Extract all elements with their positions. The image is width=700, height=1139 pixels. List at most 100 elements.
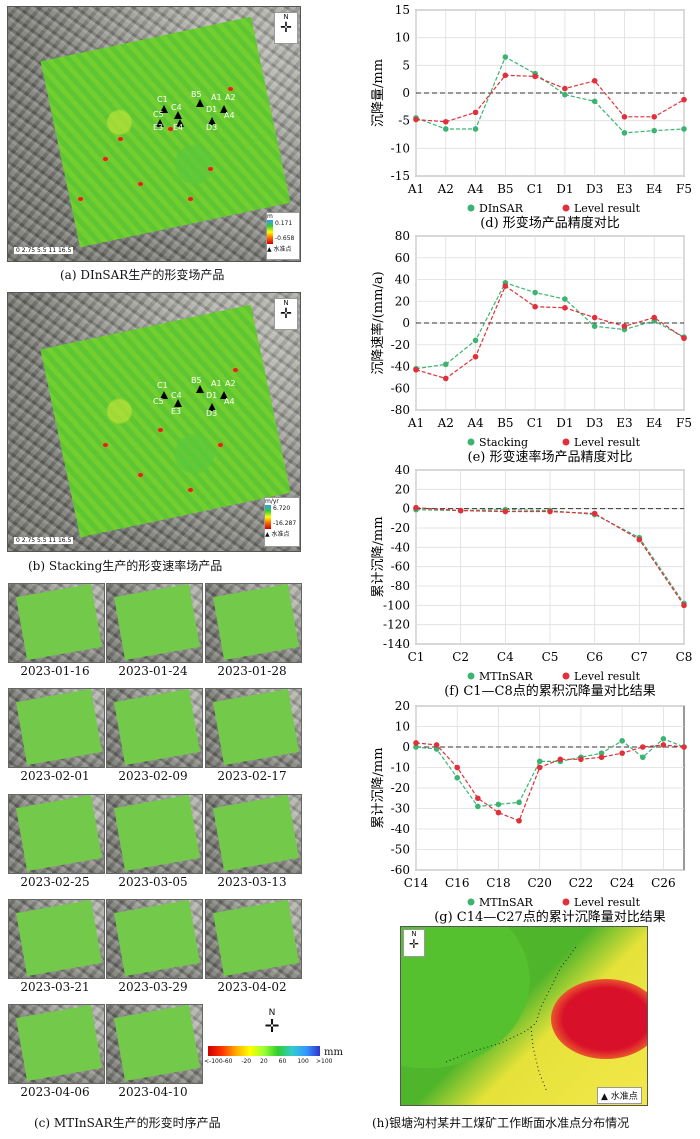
data-point-level-result [591, 510, 598, 517]
data-point-level-result [472, 353, 479, 360]
x-tick-label: D3 [586, 182, 603, 196]
x-tick-label: C7 [631, 650, 648, 664]
benchmark-marker [220, 105, 228, 113]
y-tick-label: 5 [402, 58, 410, 72]
subsidence-spot [168, 127, 173, 131]
benchmark-line [445, 946, 577, 1093]
x-tick-label: C22 [569, 876, 593, 890]
legend-marker [562, 672, 570, 680]
scale-bar: 0 2.75 5.5 11 16.5 [14, 247, 74, 254]
colorbar-unit: mm [324, 1047, 343, 1058]
point-label: C5 [153, 110, 164, 119]
x-tick-label: D1 [556, 182, 573, 196]
point-label: D3 [206, 409, 218, 418]
deformation-field [114, 795, 200, 872]
data-point-mtinsar [433, 746, 440, 752]
north-arrow-icon: N ✛ [274, 12, 298, 44]
colorbar-tick: <-100 [204, 1058, 223, 1065]
y-tick-label: -20 [391, 521, 410, 535]
subsidence-spot [218, 443, 223, 447]
time-series-thumbnail [106, 1004, 203, 1084]
deformation-field [114, 584, 200, 661]
y-tick-label: -80 [391, 403, 410, 417]
point-label: E3 [171, 407, 182, 416]
series-line-stacking [415, 282, 685, 370]
chart-title: (e) 形变速率场产品精度对比 [468, 449, 633, 464]
point-label: C4 [171, 391, 182, 400]
point-label: A1 [211, 379, 222, 388]
data-point-level-result [433, 742, 440, 748]
data-point-level-result [413, 116, 419, 123]
thumbnail-date: 2023-01-24 [118, 664, 188, 678]
y-tick-label: -120 [383, 618, 410, 632]
data-point-level-result [681, 744, 687, 750]
series-line-level-result [415, 742, 685, 822]
point-label: C4 [171, 103, 182, 112]
y-tick-label: -40 [391, 360, 410, 374]
deformation-field [213, 689, 299, 766]
x-tick-label: C20 [527, 876, 551, 890]
caption-c: (c) MTInSAR生产的形变时序产品 [34, 1116, 221, 1130]
legend-label: MTInSAR [479, 670, 534, 683]
thumbnail-date: 2023-03-13 [217, 875, 287, 889]
y-tick-label: 40 [395, 273, 410, 287]
data-point-level-result [681, 96, 687, 103]
y-axis-label: 沉降量/mm [371, 59, 386, 127]
legend-label: Level result [574, 202, 641, 215]
benchmark-marker [156, 119, 164, 127]
data-point-level-result [578, 756, 584, 763]
subsidence-basin [551, 979, 647, 1059]
point-label: A4 [224, 111, 235, 120]
deformation-field [16, 584, 102, 661]
y-tick-label: 0 [402, 86, 410, 100]
deformation-field [16, 795, 102, 872]
data-point-level-result [502, 72, 509, 79]
subsidence-spot [138, 182, 143, 186]
x-tick-label: C26 [651, 876, 675, 890]
data-point-level-result [621, 113, 628, 120]
y-tick-label: -40 [391, 540, 410, 554]
mine-legend: ▲ 水准点 [597, 1087, 642, 1104]
deformation-field [213, 584, 299, 661]
point-label: A2 [225, 379, 236, 388]
map-legend: m/yr 6.720 -16.287 ▲ 水准点 [264, 497, 300, 547]
point-label: B5 [191, 376, 202, 385]
data-point-dinsar [442, 126, 449, 132]
series-line-level-result [415, 74, 685, 123]
legend-marker [467, 672, 475, 680]
deformation-field [16, 1005, 102, 1082]
data-point-level-result [562, 304, 568, 311]
data-point-mtinsar [413, 744, 419, 750]
thumbnail-date: 2023-03-05 [118, 875, 188, 889]
legend-marker [467, 204, 475, 212]
data-point-level-result [516, 818, 522, 824]
scale-bar: 0 2.75 5.5 11 16.5 [14, 537, 74, 544]
x-tick-label: E3 [616, 182, 632, 196]
legend-label: Level result [574, 670, 641, 683]
time-series-thumbnail [8, 583, 105, 663]
benchmark-marker [196, 99, 204, 107]
deformation-field [114, 689, 200, 766]
thumbnail-date: 2023-04-02 [217, 980, 287, 994]
data-point-level-result [536, 764, 543, 771]
data-point-dinsar [562, 91, 568, 98]
data-point-level-result [442, 375, 449, 382]
x-tick-label: C5 [542, 650, 559, 664]
data-point-level-result [454, 764, 461, 771]
map-legend: m 0.171 -0.658 ▲ 水准点 [266, 212, 300, 260]
y-tick-label: -60 [391, 381, 410, 395]
x-tick-label: A2 [437, 182, 454, 196]
legend-marker [467, 438, 475, 446]
deformation-field [16, 900, 102, 977]
data-point-mtinsar [598, 750, 605, 756]
y-tick-label: 60 [395, 251, 410, 265]
data-point-level-result [532, 73, 538, 80]
thumbnail-date: 2023-01-28 [217, 664, 287, 678]
data-point-dinsar [681, 126, 687, 132]
y-axis-label: 沉降速率/(mm/a) [370, 271, 386, 374]
benchmark-line-path [530, 1026, 548, 1093]
y-tick-label: 10 [395, 720, 410, 734]
legend-marker [467, 898, 475, 906]
data-point-level-result [502, 283, 509, 289]
data-point-stacking [442, 361, 449, 368]
